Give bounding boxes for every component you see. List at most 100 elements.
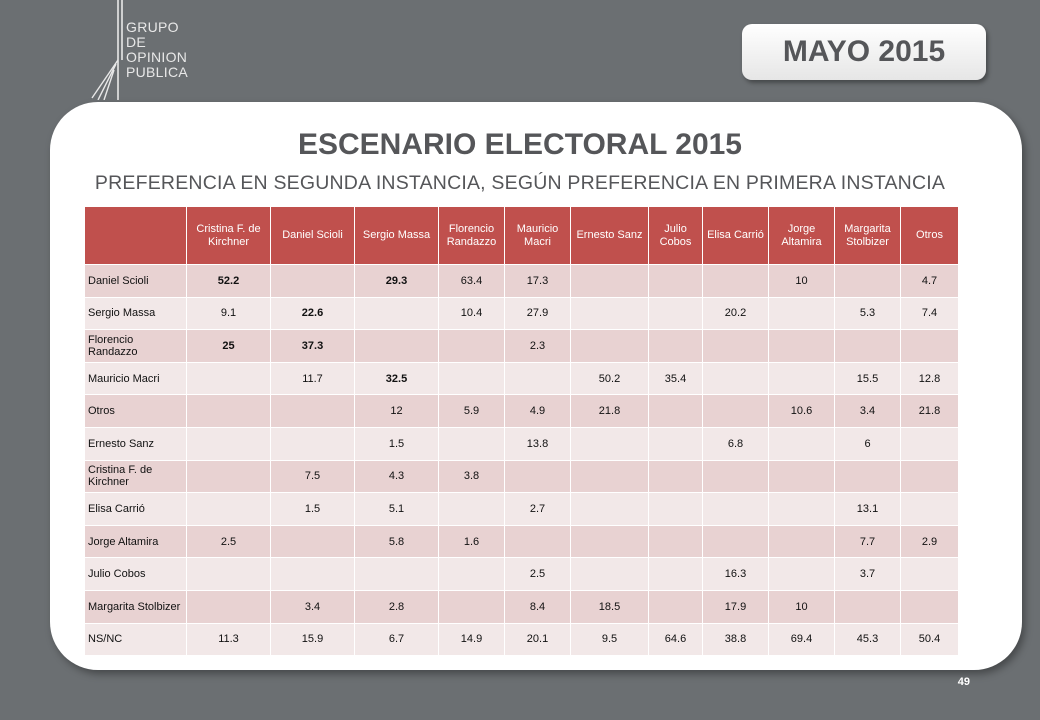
table-body: Daniel Scioli 52.2 29.3 63.4 17.3 10 4.7 Sergio… <box>84 264 959 657</box>
table-cell: 21.8 <box>570 394 649 428</box>
table-cell <box>186 361 271 396</box>
table-cell <box>768 361 835 396</box>
table-row: Daniel Scioli 52.2 29.3 63.4 17.3 10 4.7 <box>84 264 959 298</box>
table-row: Margarita Stolbizer 3.4 2.8 8.4 18.5 17.9 10 <box>84 589 959 624</box>
table-cell <box>354 296 439 331</box>
table-cell: 6.7 <box>354 622 439 657</box>
table-row: Jorge Altamira 2.5 5.8 1.6 7.7 2.9 <box>84 524 959 559</box>
table-cell: 5.1 <box>354 492 439 526</box>
table-cell <box>504 459 571 494</box>
table-cell: 5.8 <box>354 524 439 559</box>
table-cell: 9.1 <box>186 296 271 331</box>
table-cell: 27.9 <box>504 296 571 331</box>
table-cell: 14.9 <box>438 622 505 657</box>
table-cell: 32.5 <box>354 361 439 396</box>
table-cell: 1.6 <box>438 524 505 559</box>
table-row: NS/NC 11.3 15.9 6.7 14.9 20.1 9.5 64.6 38.8 69.4 4… <box>84 622 959 657</box>
table-cell: 11.7 <box>270 361 355 396</box>
table-cell <box>270 426 355 461</box>
table-cell: 3.8 <box>438 459 505 494</box>
table-cell: 12.8 <box>900 361 959 396</box>
table-cell: 5.3 <box>834 296 901 331</box>
table-cell <box>648 492 703 526</box>
table-cell <box>270 264 355 298</box>
table-cell: 1.5 <box>270 492 355 526</box>
table-cell: 21.8 <box>900 394 959 428</box>
table-cell <box>900 426 959 461</box>
table-row: Mauricio Macri 11.7 32.5 50.2 35.4 15.5 12.8 <box>84 361 959 396</box>
table-row: Julio Cobos 2.5 16.3 3.7 <box>84 557 959 591</box>
table-cell: 4.7 <box>900 264 959 298</box>
row-label: Mauricio Macri <box>84 361 187 396</box>
table-cell <box>834 329 901 363</box>
table-cell <box>834 264 901 298</box>
column-header: Elisa Carrió <box>702 206 769 265</box>
table-cell: 13.1 <box>834 492 901 526</box>
table-cell: 17.9 <box>702 589 769 624</box>
table-cell <box>648 524 703 559</box>
table-row: Ernesto Sanz 1.5 13.8 6.8 6 <box>84 426 959 461</box>
column-header: Cristina F. de Kirchner <box>186 206 271 265</box>
table-cell <box>900 557 959 591</box>
table-cell <box>768 492 835 526</box>
table-cell <box>186 459 271 494</box>
row-label: Elisa Carrió <box>84 492 187 526</box>
table-cell <box>648 296 703 331</box>
table-cell: 52.2 <box>186 264 271 298</box>
table-cell: 3.4 <box>834 394 901 428</box>
column-header: Otros <box>900 206 959 265</box>
table-cell <box>570 329 649 363</box>
table-cell <box>768 329 835 363</box>
column-header: Sergio Massa <box>354 206 439 265</box>
table-cell: 17.3 <box>504 264 571 298</box>
row-label: Otros <box>84 394 187 428</box>
table-cell <box>570 492 649 526</box>
table-cell <box>270 557 355 591</box>
table-cell: 4.9 <box>504 394 571 428</box>
column-header: Margarita Stolbizer <box>834 206 901 265</box>
data-table-container: Cristina F. de Kirchner Daniel Scioli Serg… <box>84 206 959 657</box>
table-cell <box>186 394 271 428</box>
table-cell: 22.6 <box>270 296 355 331</box>
table-cell <box>768 426 835 461</box>
table-cell: 20.2 <box>702 296 769 331</box>
table-cell: 64.6 <box>648 622 703 657</box>
table-cell: 2.7 <box>504 492 571 526</box>
logo-line: GRUPO <box>126 19 179 35</box>
table-cell <box>648 557 703 591</box>
table-cell: 7.5 <box>270 459 355 494</box>
table-cell <box>768 524 835 559</box>
table-cell <box>186 557 271 591</box>
table-cell: 7.7 <box>834 524 901 559</box>
table-cell: 63.4 <box>438 264 505 298</box>
table-cell <box>570 426 649 461</box>
table-cell <box>900 492 959 526</box>
column-header: Jorge Altamira <box>768 206 835 265</box>
table-cell <box>570 524 649 559</box>
table-cell <box>834 589 901 624</box>
table-cell <box>702 361 769 396</box>
table-cell <box>438 361 505 396</box>
table-cell <box>648 459 703 494</box>
table-cell <box>270 524 355 559</box>
table-cell <box>768 296 835 331</box>
table-cell: 12 <box>354 394 439 428</box>
logo-line: DE <box>126 34 147 50</box>
table-cell <box>504 524 571 559</box>
table-cell <box>900 589 959 624</box>
table-cell: 35.4 <box>648 361 703 396</box>
table-cell <box>186 589 271 624</box>
table-cell <box>438 557 505 591</box>
table-cell <box>702 329 769 363</box>
logo-line: OPINION <box>126 49 188 65</box>
table-header-row: Cristina F. de Kirchner Daniel Scioli Serg… <box>84 206 959 265</box>
table-cell: 10.6 <box>768 394 835 428</box>
logo-mark-icon <box>91 0 123 100</box>
table-cell <box>438 589 505 624</box>
crosstab-table: Cristina F. de Kirchner Daniel Scioli Serg… <box>84 206 959 657</box>
table-cell: 15.9 <box>270 622 355 657</box>
table-cell: 3.7 <box>834 557 901 591</box>
table-cell <box>648 394 703 428</box>
table-row: Sergio Massa 9.1 22.6 10.4 27.9 20.2 5.3 7.4 <box>84 296 959 331</box>
table-cell: 2.8 <box>354 589 439 624</box>
